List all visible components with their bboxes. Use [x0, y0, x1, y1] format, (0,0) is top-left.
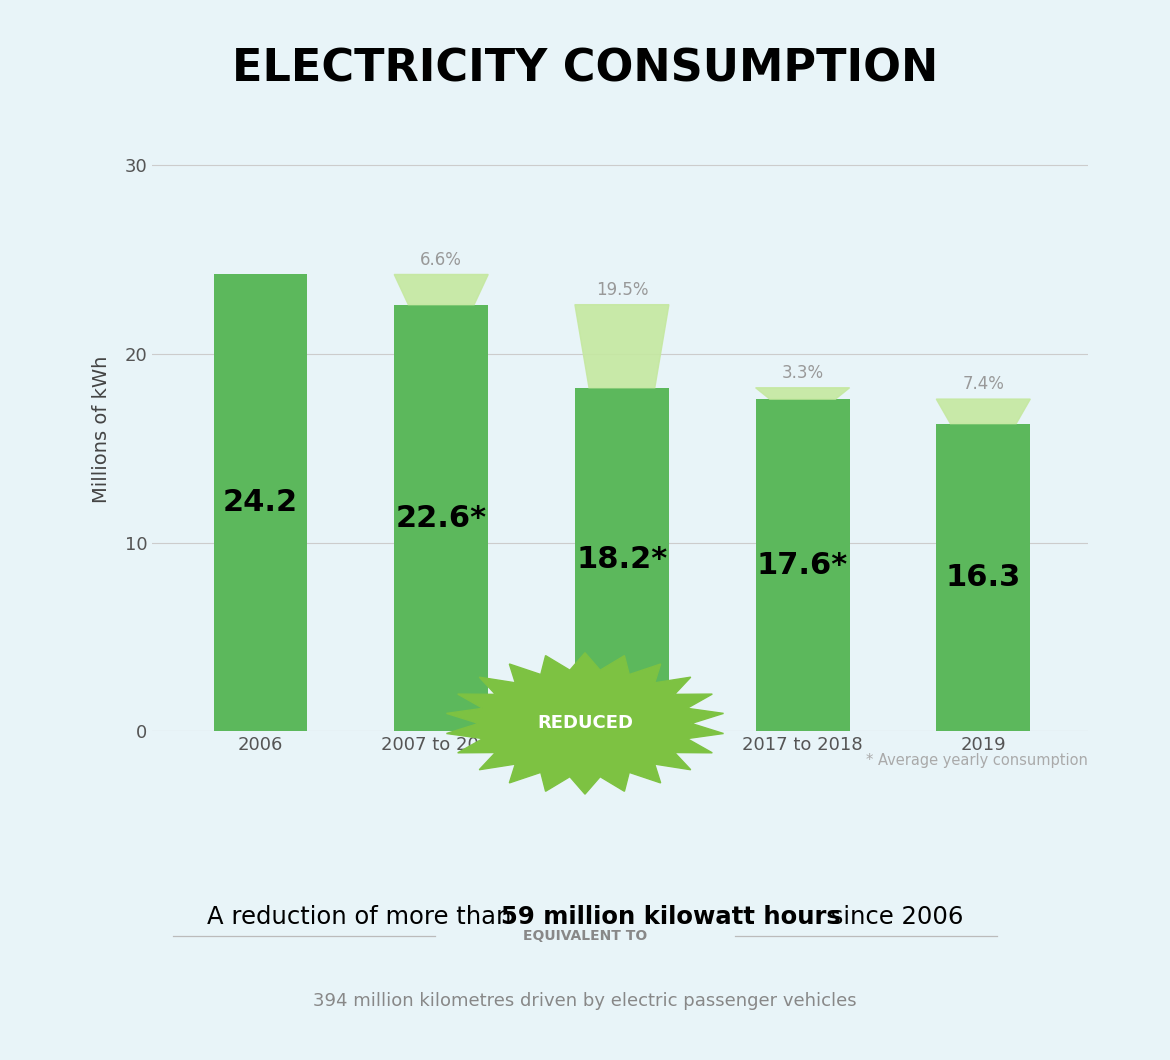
Polygon shape — [936, 400, 1031, 424]
Polygon shape — [394, 275, 488, 304]
Bar — [394, 304, 488, 731]
Bar — [214, 275, 308, 731]
Text: A reduction of more than: A reduction of more than — [207, 905, 519, 929]
Text: ELECTRICITY CONSUMPTION: ELECTRICITY CONSUMPTION — [232, 48, 938, 90]
Text: 6.6%: 6.6% — [420, 251, 462, 269]
Bar — [936, 424, 1031, 731]
Text: 16.3: 16.3 — [945, 563, 1021, 593]
Text: * Average yearly consumption: * Average yearly consumption — [866, 753, 1088, 767]
Bar — [574, 388, 669, 731]
Text: since 2006: since 2006 — [823, 905, 963, 929]
Y-axis label: Millions of kWh: Millions of kWh — [91, 355, 111, 504]
Text: 24.2: 24.2 — [223, 489, 298, 517]
Text: 18.2*: 18.2* — [577, 545, 668, 575]
Text: 17.6*: 17.6* — [757, 551, 848, 580]
Text: 3.3%: 3.3% — [782, 364, 824, 382]
Text: 19.5%: 19.5% — [596, 281, 648, 299]
Bar — [756, 400, 849, 731]
Polygon shape — [447, 653, 723, 794]
Text: 394 million kilometres driven by electric passenger vehicles: 394 million kilometres driven by electri… — [314, 992, 856, 1010]
Text: 7.4%: 7.4% — [963, 375, 1004, 393]
Text: REDUCED: REDUCED — [537, 714, 633, 732]
Text: EQUIVALENT TO: EQUIVALENT TO — [523, 929, 647, 943]
Text: 59 million kilowatt hours: 59 million kilowatt hours — [501, 905, 841, 929]
Text: 22.6*: 22.6* — [395, 504, 487, 532]
Polygon shape — [756, 388, 849, 400]
Polygon shape — [574, 304, 669, 388]
